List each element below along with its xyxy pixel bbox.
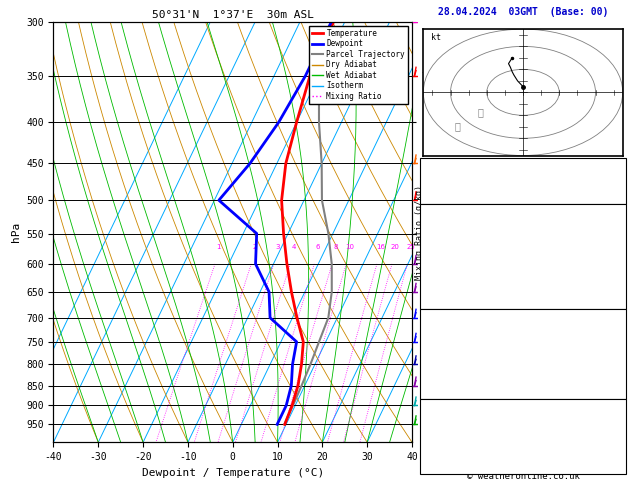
Text: 302: 302 — [606, 342, 623, 352]
Text: EH: EH — [423, 417, 435, 428]
Text: 900: 900 — [606, 328, 623, 338]
Text: 1: 1 — [618, 265, 623, 276]
Text: 1: 1 — [217, 244, 221, 250]
Text: Hodograph: Hodograph — [496, 403, 550, 414]
Text: 23: 23 — [611, 164, 623, 174]
Text: K: K — [423, 164, 428, 174]
Text: 8: 8 — [618, 237, 623, 247]
Text: © weatheronline.co.uk: © weatheronline.co.uk — [467, 472, 579, 481]
Text: 0: 0 — [618, 279, 623, 290]
Text: 20: 20 — [391, 244, 399, 250]
Text: 34: 34 — [611, 460, 623, 470]
Text: StmDir: StmDir — [423, 446, 458, 456]
Text: θᴇ (K): θᴇ (K) — [423, 342, 458, 352]
Text: 9.7: 9.7 — [606, 223, 623, 233]
Text: PW (cm): PW (cm) — [423, 192, 464, 202]
X-axis label: Dewpoint / Temperature (°C): Dewpoint / Temperature (°C) — [142, 468, 324, 478]
Text: 16: 16 — [376, 244, 385, 250]
Text: Temp (°C): Temp (°C) — [423, 223, 476, 233]
Text: 302: 302 — [606, 251, 623, 261]
Text: CAPE (J): CAPE (J) — [423, 370, 470, 380]
Text: CIN (J): CIN (J) — [423, 294, 464, 304]
Text: 28.04.2024  03GMT  (Base: 00): 28.04.2024 03GMT (Base: 00) — [438, 7, 608, 17]
Text: SREH: SREH — [423, 432, 446, 442]
Text: 4: 4 — [292, 244, 296, 250]
Text: 0: 0 — [618, 294, 623, 304]
Text: θᴇ(K): θᴇ(K) — [423, 251, 452, 261]
Text: 4: 4 — [618, 432, 623, 442]
Text: ⤤: ⤤ — [477, 107, 484, 117]
Text: Lifted Index: Lifted Index — [423, 265, 493, 276]
Text: 6: 6 — [316, 244, 320, 250]
Text: 0: 0 — [618, 384, 623, 394]
Text: 3: 3 — [276, 244, 280, 250]
Text: Surface: Surface — [503, 209, 543, 219]
Text: Lifted Index: Lifted Index — [423, 356, 493, 366]
Text: 197°: 197° — [600, 446, 623, 456]
Text: 10: 10 — [345, 244, 354, 250]
Text: 2: 2 — [618, 356, 623, 366]
Text: 1.44: 1.44 — [600, 192, 623, 202]
Text: Mixing Ratio (g/kg): Mixing Ratio (g/kg) — [415, 185, 424, 279]
Text: Pressure (mb): Pressure (mb) — [423, 328, 499, 338]
Text: Most Unstable: Most Unstable — [485, 313, 561, 324]
Text: Totals Totals: Totals Totals — [423, 178, 499, 188]
Text: 2: 2 — [253, 244, 257, 250]
Text: 8: 8 — [333, 244, 338, 250]
Text: CIN (J): CIN (J) — [423, 384, 464, 394]
Y-axis label: hPa: hPa — [11, 222, 21, 242]
Y-axis label: km
ASL: km ASL — [455, 232, 472, 254]
Text: StmSpd (kt): StmSpd (kt) — [423, 460, 487, 470]
Text: CAPE (J): CAPE (J) — [423, 279, 470, 290]
Text: Dewp (°C): Dewp (°C) — [423, 237, 476, 247]
Text: kt: kt — [431, 33, 442, 42]
Text: -24: -24 — [606, 417, 623, 428]
Title: 50°31'N  1°37'E  30m ASL: 50°31'N 1°37'E 30m ASL — [152, 10, 314, 20]
Text: 0: 0 — [618, 370, 623, 380]
Text: 25: 25 — [406, 244, 415, 250]
Text: ⤤: ⤤ — [454, 121, 460, 131]
Text: 54: 54 — [611, 178, 623, 188]
Legend: Temperature, Dewpoint, Parcel Trajectory, Dry Adiabat, Wet Adiabat, Isotherm, Mi: Temperature, Dewpoint, Parcel Trajectory… — [309, 26, 408, 104]
